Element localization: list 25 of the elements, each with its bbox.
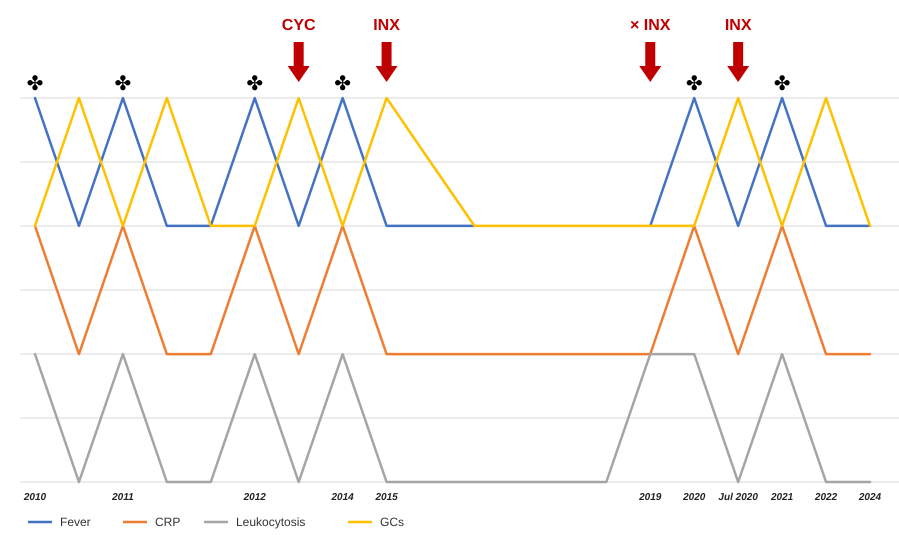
- text: INX: [373, 17, 400, 34]
- legend-label: Fever: [60, 515, 91, 529]
- x-tick-label: 2024: [858, 492, 882, 503]
- x-tick-label: Jul 2020: [718, 492, 758, 503]
- x-tick-label: 2012: [242, 492, 266, 503]
- annotation: ✤: [246, 71, 264, 95]
- text: CYC: [282, 17, 316, 34]
- x-tick-label: 2014: [330, 492, 354, 503]
- annotation: ✤: [334, 71, 352, 95]
- text: × INX: [630, 17, 671, 34]
- x-tick-label: 2010: [22, 492, 47, 503]
- legend-label: CRP: [155, 515, 180, 529]
- x-tick-label: 2019: [638, 492, 662, 503]
- legend-label: GCs: [380, 515, 404, 529]
- legend-label: Leukocytosis: [236, 515, 306, 529]
- annotation: ✤: [686, 71, 703, 95]
- annotation: ✤: [114, 71, 132, 95]
- x-tick-label: 2011: [111, 492, 134, 503]
- x-tick-label: 2015: [374, 492, 398, 503]
- x-tick-label: 2022: [814, 492, 838, 503]
- text: INX: [724, 17, 752, 34]
- x-tick-label: 2021: [770, 492, 794, 503]
- x-tick-label: 2020: [682, 492, 706, 503]
- annotation: ✤: [26, 71, 44, 95]
- annotation: ✤: [774, 71, 790, 95]
